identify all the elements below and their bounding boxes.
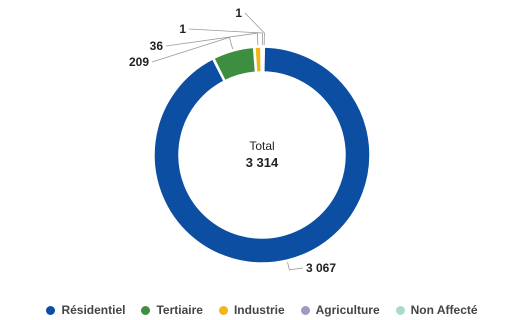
value-label: 209 (129, 55, 149, 69)
legend-label: Résidentiel (61, 303, 126, 317)
slice-r-sidentiel[interactable] (153, 46, 371, 264)
legend-item[interactable]: Tertiaire (141, 303, 203, 317)
legend-dot (300, 305, 310, 315)
legend-dot (46, 305, 56, 315)
legend-label: Non Affecté (410, 303, 478, 317)
legend-item[interactable]: Agriculture (300, 303, 380, 317)
value-label: 1 (179, 22, 186, 36)
slice-non-affect[interactable] (262, 46, 266, 73)
value-label: 3 067 (306, 261, 336, 275)
legend-label: Tertiaire (156, 303, 203, 317)
leader-line (244, 12, 265, 46)
legend-label: Agriculture (315, 303, 380, 317)
legend-item[interactable]: Industrie (218, 303, 285, 317)
legend-dot (395, 305, 405, 315)
value-label: 1 (235, 6, 242, 20)
legend-item[interactable]: Non Affecté (395, 303, 478, 317)
leader-line (287, 261, 304, 271)
donut-slices (153, 46, 371, 264)
legend: Résidentiel Tertiaire Industrie Agriculture… (0, 300, 524, 320)
legend-dot (218, 305, 228, 315)
center-value: 3 314 (246, 155, 279, 170)
center-label: Total (249, 139, 274, 153)
slice-industrie[interactable] (254, 46, 262, 73)
slice-tertiaire[interactable] (212, 46, 257, 82)
value-label: 36 (150, 39, 164, 53)
legend-label: Industrie (233, 303, 285, 317)
legend-item[interactable]: Résidentiel (46, 303, 125, 317)
leader-lines (151, 12, 304, 271)
legend-dot (141, 305, 151, 315)
leader-line (188, 28, 263, 46)
